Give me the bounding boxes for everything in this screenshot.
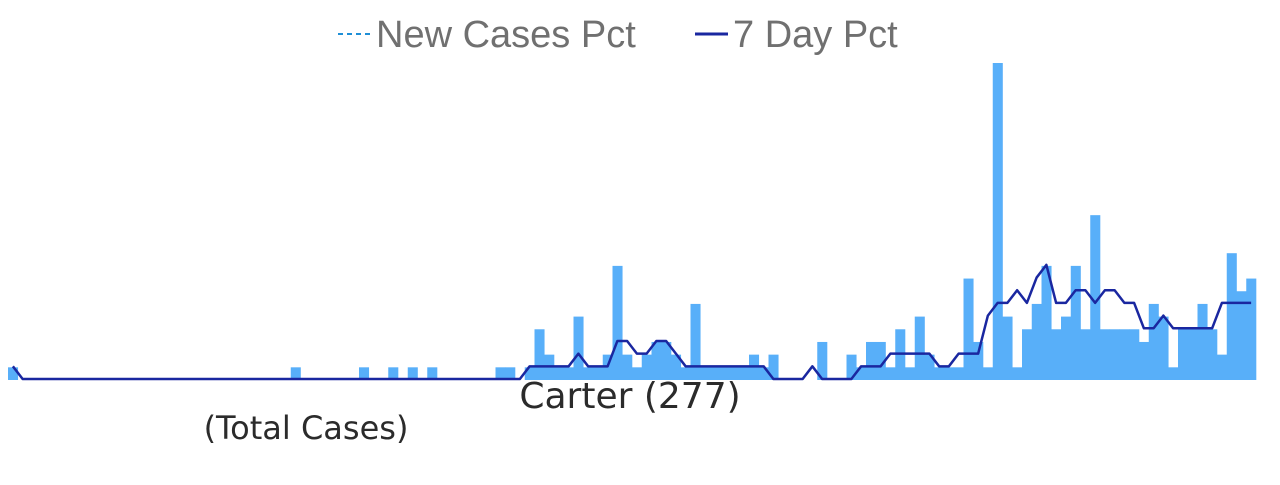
bar-new-cases-pct [973,341,984,380]
bar-new-cases-pct [934,367,945,380]
bar-new-cases-pct [983,367,994,380]
bar-new-cases-pct [1119,329,1130,380]
bar-new-cases-pct [1090,215,1101,380]
bar-new-cases-pct [1148,303,1159,380]
bar-new-cases-pct [1100,329,1111,380]
bar-new-cases-pct [1012,367,1023,380]
bar-new-cases-pct [359,367,370,380]
bar-new-cases-pct [641,354,652,380]
bar-new-cases-pct [846,354,857,380]
bar-new-cases-pct [885,367,896,380]
bar-new-cases-pct [719,367,730,380]
bar-new-cases-pct [622,354,633,380]
bar-new-cases-pct [729,367,740,380]
bar-new-cases-pct [593,367,604,380]
bar-new-cases-pct [563,367,574,380]
bar-new-cases-pct [407,367,418,380]
bar-new-cases-pct [1109,329,1120,380]
bar-new-cases-pct [905,367,916,380]
bar-new-cases-pct [1139,341,1150,380]
bar-new-cases-pct [1168,367,1179,380]
line-layer [11,263,1252,381]
bar-new-cases-pct [924,354,935,380]
bar-new-cases-pct [680,367,691,380]
bar-new-cases-pct [1129,329,1140,380]
line-7-day-pct [11,263,1252,381]
bar-new-cases-pct [1246,278,1257,380]
bar-new-cases-pct [1158,316,1169,380]
bar-new-cases-pct [944,367,955,380]
bar-new-cases-pct [875,341,886,380]
legend-label-new-cases-pct: New Cases Pct [376,14,636,56]
bar-new-cases-pct [534,329,545,380]
bar-new-cases-pct [1022,329,1033,380]
bar-new-cases-pct [992,63,1003,380]
bar-new-cases-pct [495,367,506,380]
chart-title: Carter (277) [519,376,740,417]
bar-new-cases-pct [914,316,925,380]
bar-new-cases-pct [856,367,867,380]
bar-new-cases-pct [1226,253,1237,380]
bar-new-cases-pct [505,367,516,380]
bar-new-cases-pct [953,367,964,380]
bar-new-cases-pct [758,367,769,380]
bar-new-cases-pct [1217,354,1228,380]
bar-new-cases-pct [1080,329,1091,380]
bar-new-cases-pct [583,367,594,380]
bar-new-cases-pct [1061,316,1072,380]
bar-new-cases-pct [1041,265,1052,380]
bars-layer [8,63,1257,380]
bar-new-cases-pct [8,367,19,380]
bar-new-cases-pct [427,367,438,380]
bar-new-cases-pct [1031,303,1042,380]
bar-new-cases-pct [651,341,662,380]
bar-new-cases-pct [817,341,828,380]
bar-new-cases-pct [612,265,623,380]
bar-new-cases-pct [1187,329,1198,380]
bar-new-cases-pct [1236,291,1247,380]
bar-new-cases-pct [739,367,750,380]
bar-new-cases-pct [661,341,672,380]
chart-subtitle: (Total Cases) [204,409,409,447]
bar-new-cases-pct [388,367,399,380]
bar-new-cases-pct [1002,316,1013,380]
bar-new-cases-pct [671,354,682,380]
bar-new-cases-pct [866,341,877,380]
bar-new-cases-pct [1178,329,1189,380]
bar-new-cases-pct [632,367,643,380]
bar-new-cases-pct [700,367,711,380]
bar-new-cases-pct [524,367,535,380]
bar-new-cases-pct [690,303,701,380]
bar-new-cases-pct [554,367,565,380]
bar-new-cases-pct [710,367,721,380]
bar-new-cases-pct [1197,303,1208,380]
legend-label-7-day-pct: 7 Day Pct [733,14,898,56]
legend: New Cases Pct 7 Day Pct [338,14,898,56]
bar-new-cases-pct [768,354,779,380]
bar-new-cases-pct [1070,265,1081,380]
bar-new-cases-pct [290,367,301,380]
bar-new-cases-pct [1051,329,1062,380]
bar-new-cases-pct [963,278,974,380]
bar-new-cases-pct [1207,329,1218,380]
bar-new-cases-pct [573,316,584,380]
